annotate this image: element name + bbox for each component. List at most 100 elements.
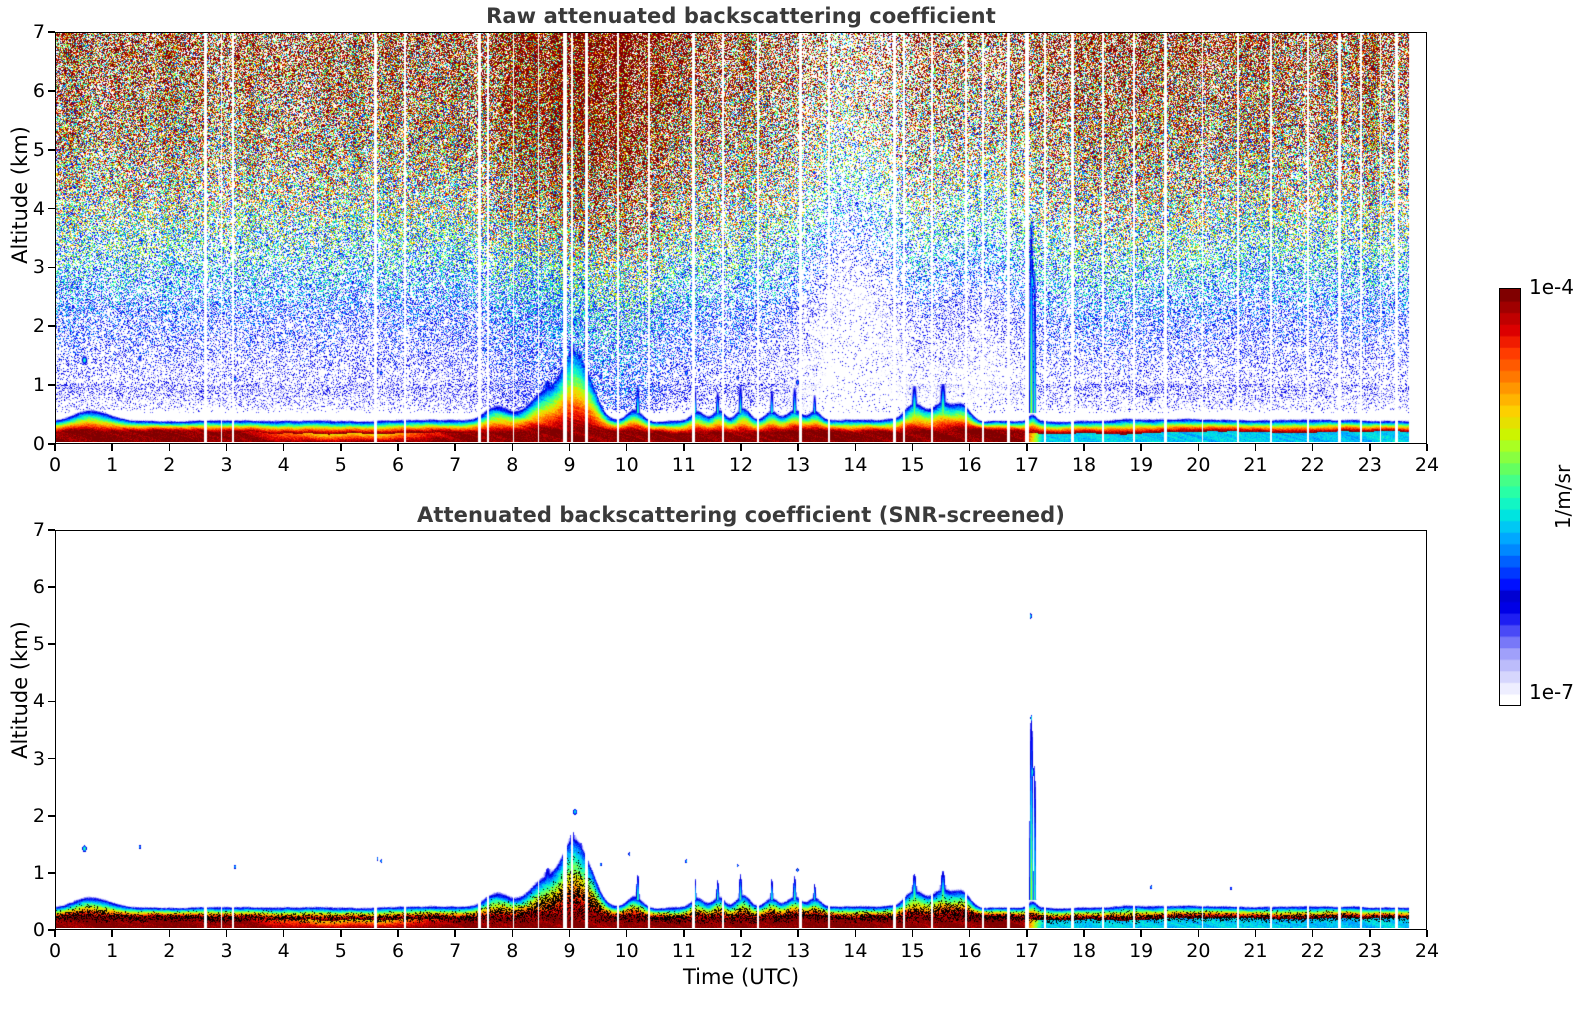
colorbar-axis-label: 1/m/sr <box>1551 464 1575 530</box>
x-tick-raw-16 <box>968 444 971 451</box>
x-ticklabel-snr-3: 3 <box>220 940 233 962</box>
x-tick-snr-7 <box>454 930 456 937</box>
y-tick-raw-1 <box>48 384 55 386</box>
x-ticklabel-raw-0: 0 <box>48 454 62 476</box>
x-tick-snr-10 <box>625 930 628 937</box>
y-tick-raw-4 <box>48 207 55 210</box>
x-ticklabel-snr-12: 12 <box>728 940 754 962</box>
axes-raw <box>55 32 1427 444</box>
x-ticklabel-snr-1: 1 <box>106 940 119 962</box>
x-tick-snr-1 <box>111 930 113 937</box>
y-ticklabel-raw-7: 7 <box>32 21 45 43</box>
y-ticklabel-snr-7: 7 <box>32 519 45 541</box>
x-ticklabel-snr-22: 22 <box>1300 940 1325 962</box>
y-tick-snr-7 <box>48 529 55 531</box>
x-ticklabel-snr-10: 10 <box>614 940 639 962</box>
x-tick-raw-15 <box>911 444 914 451</box>
x-tick-raw-23 <box>1369 444 1371 451</box>
x-tick-raw-7 <box>454 444 456 451</box>
x-tick-raw-6 <box>397 444 399 451</box>
x-tick-raw-9 <box>568 444 571 451</box>
y-ticklabel-raw-5: 5 <box>32 138 45 161</box>
x-ticklabel-raw-13: 13 <box>786 454 811 476</box>
y-ticklabel-snr-1: 1 <box>32 861 45 884</box>
colorbar-max-label: 1e-4 <box>1529 275 1574 299</box>
x-ticklabel-raw-24: 24 <box>1414 454 1440 476</box>
x-tick-snr-20 <box>1197 930 1200 937</box>
x-tick-snr-13 <box>797 930 799 937</box>
x-tick-raw-12 <box>740 444 742 451</box>
x-tick-raw-0 <box>54 444 56 451</box>
x-tick-raw-21 <box>1254 444 1257 451</box>
x-ticklabel-snr-19: 19 <box>1129 940 1154 962</box>
heatmap-snr <box>56 531 1425 928</box>
x-tick-snr-23 <box>1369 930 1371 937</box>
y-ticklabel-snr-4: 4 <box>32 690 45 713</box>
x-tick-raw-8 <box>511 444 514 451</box>
x-ticklabel-raw-14: 14 <box>843 454 868 476</box>
x-tick-snr-19 <box>1140 930 1142 937</box>
x-tick-raw-18 <box>1083 444 1085 451</box>
x-ticklabel-raw-20: 20 <box>1186 454 1211 476</box>
x-ticklabel-snr-6: 6 <box>391 940 405 962</box>
x-ticklabel-raw-3: 3 <box>220 454 233 476</box>
y-ticklabel-snr-5: 5 <box>32 633 45 656</box>
y-tick-raw-5 <box>48 148 55 151</box>
x-ticklabel-snr-17: 17 <box>1014 940 1039 962</box>
x-tick-snr-2 <box>168 930 171 937</box>
x-tick-raw-13 <box>797 444 799 451</box>
x-tick-snr-16 <box>968 930 971 937</box>
x-axis-label-time: Time (UTC) <box>682 965 800 989</box>
x-ticklabel-raw-15: 15 <box>900 454 925 476</box>
x-tick-snr-21 <box>1254 930 1257 937</box>
x-tick-raw-3 <box>225 444 228 451</box>
x-tick-snr-15 <box>911 930 914 937</box>
colorbar-min-label: 1e-7 <box>1529 680 1574 704</box>
x-tick-raw-1 <box>111 444 113 451</box>
x-ticklabel-snr-18: 18 <box>1071 940 1097 962</box>
x-ticklabel-raw-21: 21 <box>1243 454 1268 476</box>
x-tick-snr-17 <box>1026 930 1028 937</box>
x-ticklabel-snr-23: 23 <box>1357 940 1382 962</box>
y-tick-snr-1 <box>48 872 55 874</box>
axes-snr <box>55 530 1427 930</box>
x-ticklabel-snr-9: 9 <box>563 940 576 962</box>
x-tick-snr-22 <box>1311 930 1314 937</box>
panel-title-raw: Raw attenuated backscattering coefficien… <box>486 4 996 28</box>
x-ticklabel-snr-20: 20 <box>1186 940 1211 962</box>
x-tick-snr-8 <box>511 930 514 937</box>
x-ticklabel-raw-1: 1 <box>106 454 119 476</box>
x-ticklabel-snr-15: 15 <box>900 940 925 962</box>
x-ticklabel-raw-17: 17 <box>1014 454 1039 476</box>
y-tick-snr-4 <box>48 700 55 703</box>
y-ticklabel-raw-6: 6 <box>32 79 45 102</box>
x-tick-raw-17 <box>1026 444 1028 451</box>
y-ticklabel-raw-0: 0 <box>32 433 45 455</box>
x-tick-snr-0 <box>54 930 56 937</box>
x-ticklabel-raw-4: 4 <box>277 454 290 476</box>
x-ticklabel-snr-0: 0 <box>48 940 62 962</box>
x-ticklabel-raw-9: 9 <box>563 454 576 476</box>
x-tick-snr-11 <box>683 930 685 937</box>
y-ticklabel-snr-0: 0 <box>32 919 45 941</box>
x-tick-raw-11 <box>683 444 685 451</box>
y-tick-snr-6 <box>48 586 55 588</box>
x-ticklabel-snr-2: 2 <box>163 940 176 962</box>
y-ticklabel-snr-2: 2 <box>32 804 45 827</box>
y-tick-raw-6 <box>48 90 55 92</box>
x-tick-raw-24 <box>1426 444 1428 451</box>
x-ticklabel-raw-6: 6 <box>391 454 405 476</box>
y-ticklabel-raw-1: 1 <box>32 374 45 397</box>
x-ticklabel-raw-18: 18 <box>1071 454 1097 476</box>
y-tick-raw-3 <box>48 266 55 269</box>
x-ticklabel-snr-8: 8 <box>506 940 519 962</box>
x-ticklabel-snr-5: 5 <box>334 940 347 962</box>
y-ticklabel-raw-4: 4 <box>32 197 45 220</box>
x-ticklabel-snr-21: 21 <box>1243 940 1268 962</box>
x-tick-snr-14 <box>854 930 857 937</box>
y-tick-raw-7 <box>48 31 55 33</box>
x-ticklabel-raw-8: 8 <box>506 454 519 476</box>
x-ticklabel-snr-13: 13 <box>786 940 811 962</box>
heatmap-raw <box>56 33 1425 442</box>
y-ticklabel-snr-6: 6 <box>32 576 45 599</box>
